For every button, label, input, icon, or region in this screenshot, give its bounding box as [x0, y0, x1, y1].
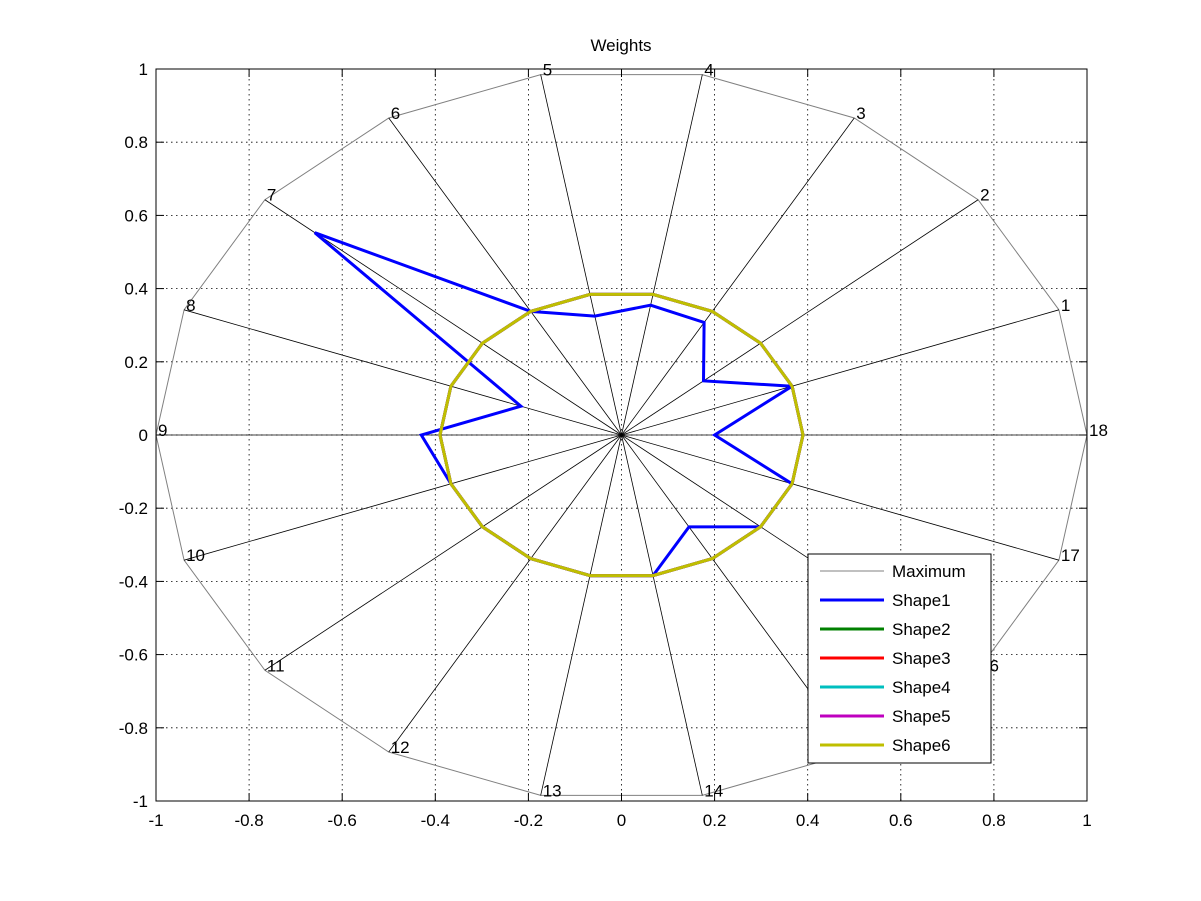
spoke-label: 1: [1061, 296, 1070, 315]
legend-label: Maximum: [892, 562, 966, 581]
spoke-line: [540, 434, 622, 796]
spoke-line: [540, 74, 622, 436]
legend-label: Shape6: [892, 736, 951, 755]
spoke-label: 11: [267, 656, 285, 675]
spoke-label: 2: [980, 186, 989, 205]
x-tick-label: -0.4: [421, 811, 450, 830]
spoke-label: 12: [391, 738, 410, 757]
legend-label: Shape4: [892, 678, 951, 697]
x-tick-label: 1: [1082, 811, 1091, 830]
spoke-label: 7: [267, 186, 276, 205]
legend-label: Shape5: [892, 707, 951, 726]
spoke-label: 13: [543, 781, 562, 800]
series-shape6: [438, 292, 805, 578]
legend-label: Shape3: [892, 649, 951, 668]
spoke-line: [183, 434, 622, 561]
spoke-label: 4: [704, 61, 713, 80]
legend-label: Shape2: [892, 620, 951, 639]
y-tick-label: 0.6: [124, 206, 148, 225]
spoke-labels-layer: 123456789101112131415161718: [158, 61, 1108, 801]
y-tick-label: 0.2: [124, 353, 148, 372]
x-tick-label: -0.8: [234, 811, 263, 830]
x-tick-label: 0.2: [703, 811, 727, 830]
x-tick-label: -0.6: [328, 811, 357, 830]
y-tick-label: -0.8: [119, 719, 148, 738]
x-tick-label: 0.6: [889, 811, 913, 830]
spoke-line: [388, 434, 622, 753]
series-layer: [313, 231, 805, 578]
spoke-label: 8: [186, 296, 195, 315]
legend: Maximum Shape1 Shape2 Shape3 Shape4 Shape5 Sha…: [807, 553, 992, 764]
spoke-label: 14: [704, 781, 723, 800]
x-tick-label: 0.8: [982, 811, 1006, 830]
legend-box: [807, 553, 992, 764]
chart-title: Weights: [590, 36, 651, 55]
spoke-line: [621, 309, 1060, 436]
x-tick-label: -1: [148, 811, 163, 830]
spoke-label: 17: [1061, 546, 1080, 565]
x-tick-label: 0.4: [796, 811, 820, 830]
y-tick-label: -0.4: [119, 572, 148, 591]
spoke-line: [621, 74, 703, 436]
x-tick-label: 0: [617, 811, 626, 830]
spoke-line: [621, 117, 855, 436]
spoke-line: [621, 199, 979, 436]
axis-ticks-layer: -1 -0.8 -0.6 -0.4 -0.2 0 0.2 0.4 0.6 0.8 1 -1 -0.8 -0…: [119, 60, 1092, 830]
y-tick-label: 0.4: [124, 280, 148, 299]
x-tick-label: -0.2: [514, 811, 543, 830]
spoke-label: 6: [391, 104, 400, 123]
spoke-label: 10: [186, 546, 205, 565]
spoke-label: 5: [543, 61, 552, 80]
spoke-label: 9: [158, 421, 167, 440]
y-tick-label: 0.8: [124, 133, 148, 152]
spoke-label: 3: [856, 104, 865, 123]
spoke-line: [264, 434, 622, 671]
y-tick-label: 1: [139, 60, 148, 79]
spoke-line: [388, 117, 622, 436]
legend-label: Shape1: [892, 591, 951, 610]
y-tick-label: -1: [133, 792, 148, 811]
spoke-line: [621, 434, 1060, 561]
spoke-label: 18: [1089, 421, 1108, 440]
y-tick-label: -0.2: [119, 499, 148, 518]
y-tick-label: 0: [139, 426, 148, 445]
spoke-line: [621, 434, 703, 796]
y-tick-label: -0.6: [119, 646, 148, 665]
spoke-line: [183, 309, 622, 436]
